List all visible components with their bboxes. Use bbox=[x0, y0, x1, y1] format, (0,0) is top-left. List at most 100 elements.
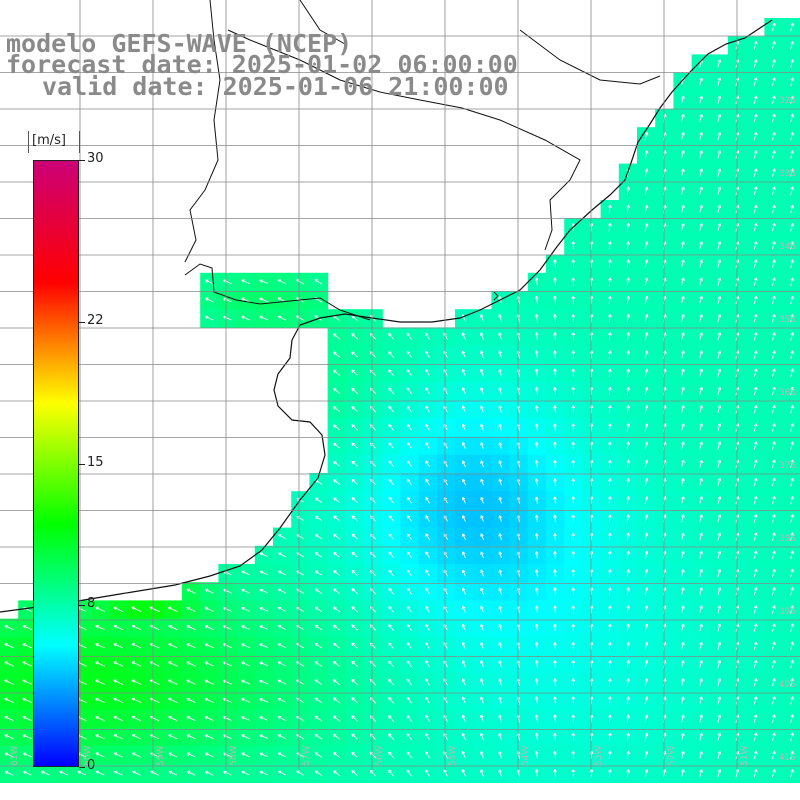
wind-arrow bbox=[680, 386, 685, 396]
wind-arrow bbox=[717, 259, 722, 268]
wind-arrow bbox=[699, 441, 703, 450]
wind-arrow bbox=[790, 204, 794, 214]
wind-arrow bbox=[131, 625, 142, 631]
wind-arrow bbox=[168, 697, 178, 704]
wind-arrow bbox=[771, 95, 776, 105]
wind-arrow bbox=[480, 368, 485, 377]
wind-arrow bbox=[571, 368, 576, 377]
wind-arrow bbox=[644, 568, 649, 578]
wind-arrow bbox=[608, 605, 612, 614]
wind-arrow bbox=[571, 587, 576, 596]
wind-arrow bbox=[498, 551, 503, 559]
wind-arrow bbox=[790, 113, 794, 123]
wind-arrow bbox=[498, 714, 503, 723]
wind-arrow bbox=[278, 552, 287, 558]
wind-arrow bbox=[406, 624, 413, 632]
wind-arrow bbox=[644, 241, 649, 250]
wind-arrow bbox=[534, 496, 539, 504]
wind-arrow bbox=[461, 569, 466, 577]
wind-arrow bbox=[168, 770, 178, 776]
wind-arrow bbox=[534, 641, 539, 650]
wind-arrow bbox=[699, 404, 703, 414]
wind-arrow bbox=[131, 752, 141, 758]
wind-arrow bbox=[571, 660, 576, 668]
wind-arrow bbox=[425, 423, 431, 431]
wind-arrow bbox=[553, 587, 557, 595]
wind-arrow bbox=[644, 623, 649, 632]
wind-arrow bbox=[608, 696, 612, 705]
wind-arrow bbox=[644, 150, 649, 159]
wind-arrow bbox=[461, 751, 467, 759]
wind-arrow bbox=[790, 404, 794, 414]
wind-arrow bbox=[462, 478, 466, 486]
wind-arrow bbox=[113, 752, 123, 758]
wind-arrow bbox=[571, 277, 576, 287]
wind-arrow bbox=[95, 734, 105, 740]
wind-arrow bbox=[277, 679, 287, 685]
wind-arrow bbox=[498, 478, 503, 486]
wind-arrow bbox=[699, 514, 703, 523]
wind-arrow bbox=[571, 678, 576, 687]
wind-arrow bbox=[680, 404, 685, 414]
wind-arrow bbox=[571, 295, 576, 305]
wind-arrow bbox=[388, 551, 395, 558]
wind-arrow bbox=[479, 332, 485, 341]
wind-arrow bbox=[608, 514, 612, 523]
latitude-label: 40S bbox=[778, 680, 796, 690]
wind-arrow bbox=[204, 606, 214, 612]
wind-arrow bbox=[771, 768, 776, 778]
wind-arrow bbox=[753, 441, 758, 450]
wind-arrow bbox=[498, 696, 503, 705]
wind-arrow bbox=[406, 533, 412, 540]
wind-arrow bbox=[790, 40, 794, 50]
wind-arrow bbox=[771, 495, 776, 505]
wind-arrow bbox=[753, 477, 758, 487]
wind-arrow bbox=[498, 569, 502, 577]
wind-arrow bbox=[790, 222, 794, 232]
wind-arrow bbox=[790, 714, 794, 723]
wind-arrow bbox=[753, 768, 758, 778]
wind-arrow bbox=[278, 534, 287, 540]
wind-arrow bbox=[204, 588, 214, 594]
wind-arrow bbox=[534, 350, 539, 359]
colorbar-tick-mark bbox=[79, 605, 85, 607]
wind-arrow bbox=[681, 750, 685, 760]
wind-arrow bbox=[113, 661, 124, 667]
wind-arrow bbox=[406, 332, 413, 341]
wind-arrow bbox=[333, 497, 341, 504]
wind-arrow bbox=[571, 386, 576, 396]
wind-arrow bbox=[771, 623, 776, 632]
latitude-label: 34S bbox=[778, 242, 796, 252]
colorbar-tick-mark bbox=[79, 767, 85, 768]
wind-arrow bbox=[626, 186, 631, 196]
wind-arrow bbox=[644, 332, 649, 341]
wind-arrow bbox=[699, 423, 703, 432]
wind-arrow bbox=[717, 241, 722, 250]
wind-arrow bbox=[406, 369, 413, 377]
wind-arrow bbox=[351, 569, 359, 577]
wind-arrow bbox=[498, 533, 503, 541]
wind-arrow bbox=[388, 642, 395, 650]
wind-arrow bbox=[4, 661, 14, 667]
wind-arrow bbox=[790, 350, 794, 359]
wind-arrow bbox=[186, 625, 196, 631]
wind-arrow bbox=[553, 386, 557, 396]
wind-arrow bbox=[753, 423, 758, 432]
wind-arrow bbox=[771, 313, 776, 323]
wind-arrow bbox=[626, 532, 630, 541]
wind-arrow bbox=[461, 587, 467, 595]
wind-arrow bbox=[406, 515, 412, 522]
wind-arrow bbox=[277, 770, 287, 776]
wind-arrow bbox=[681, 496, 685, 505]
wind-arrow bbox=[699, 113, 703, 123]
wind-arrow bbox=[790, 368, 794, 378]
wind-arrow bbox=[771, 714, 776, 723]
wind-arrow bbox=[608, 441, 612, 450]
wind-arrow bbox=[22, 679, 33, 685]
wind-arrow bbox=[571, 732, 576, 741]
wind-arrow bbox=[571, 514, 576, 523]
wind-arrow bbox=[351, 606, 359, 613]
wind-arrow bbox=[351, 624, 359, 631]
wind-arrow bbox=[534, 368, 539, 377]
wind-arrow bbox=[771, 459, 776, 469]
